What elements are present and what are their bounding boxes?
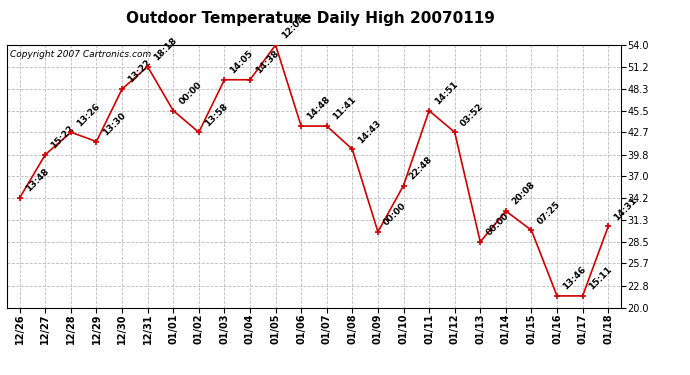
Text: 13:48: 13:48 [24, 167, 50, 194]
Text: Outdoor Temperature Daily High 20070119: Outdoor Temperature Daily High 20070119 [126, 11, 495, 26]
Text: 00:00: 00:00 [484, 211, 511, 238]
Text: 14:38: 14:38 [254, 49, 281, 76]
Text: Copyright 2007 Cartronics.com: Copyright 2007 Cartronics.com [10, 50, 151, 59]
Text: 13:30: 13:30 [101, 111, 127, 137]
Text: 13:46: 13:46 [561, 265, 588, 292]
Text: 14:31: 14:31 [612, 196, 639, 222]
Text: 13:22: 13:22 [126, 58, 152, 85]
Text: 03:52: 03:52 [459, 102, 485, 128]
Text: 14:05: 14:05 [228, 49, 255, 76]
Text: 12:04: 12:04 [279, 14, 306, 41]
Text: 00:00: 00:00 [382, 201, 408, 228]
Text: 15:22: 15:22 [50, 124, 76, 150]
Text: 13:58: 13:58 [203, 102, 230, 128]
Text: 20:08: 20:08 [510, 180, 536, 207]
Text: 13:26: 13:26 [75, 102, 101, 128]
Text: 07:25: 07:25 [535, 200, 562, 226]
Text: 14:43: 14:43 [357, 118, 383, 145]
Text: 00:00: 00:00 [177, 80, 204, 106]
Text: 14:48: 14:48 [305, 95, 332, 122]
Text: 22:48: 22:48 [408, 154, 435, 182]
Text: 18:18: 18:18 [152, 36, 179, 63]
Text: 14:51: 14:51 [433, 80, 460, 106]
Text: 11:41: 11:41 [331, 95, 357, 122]
Text: 15:11: 15:11 [586, 265, 613, 292]
